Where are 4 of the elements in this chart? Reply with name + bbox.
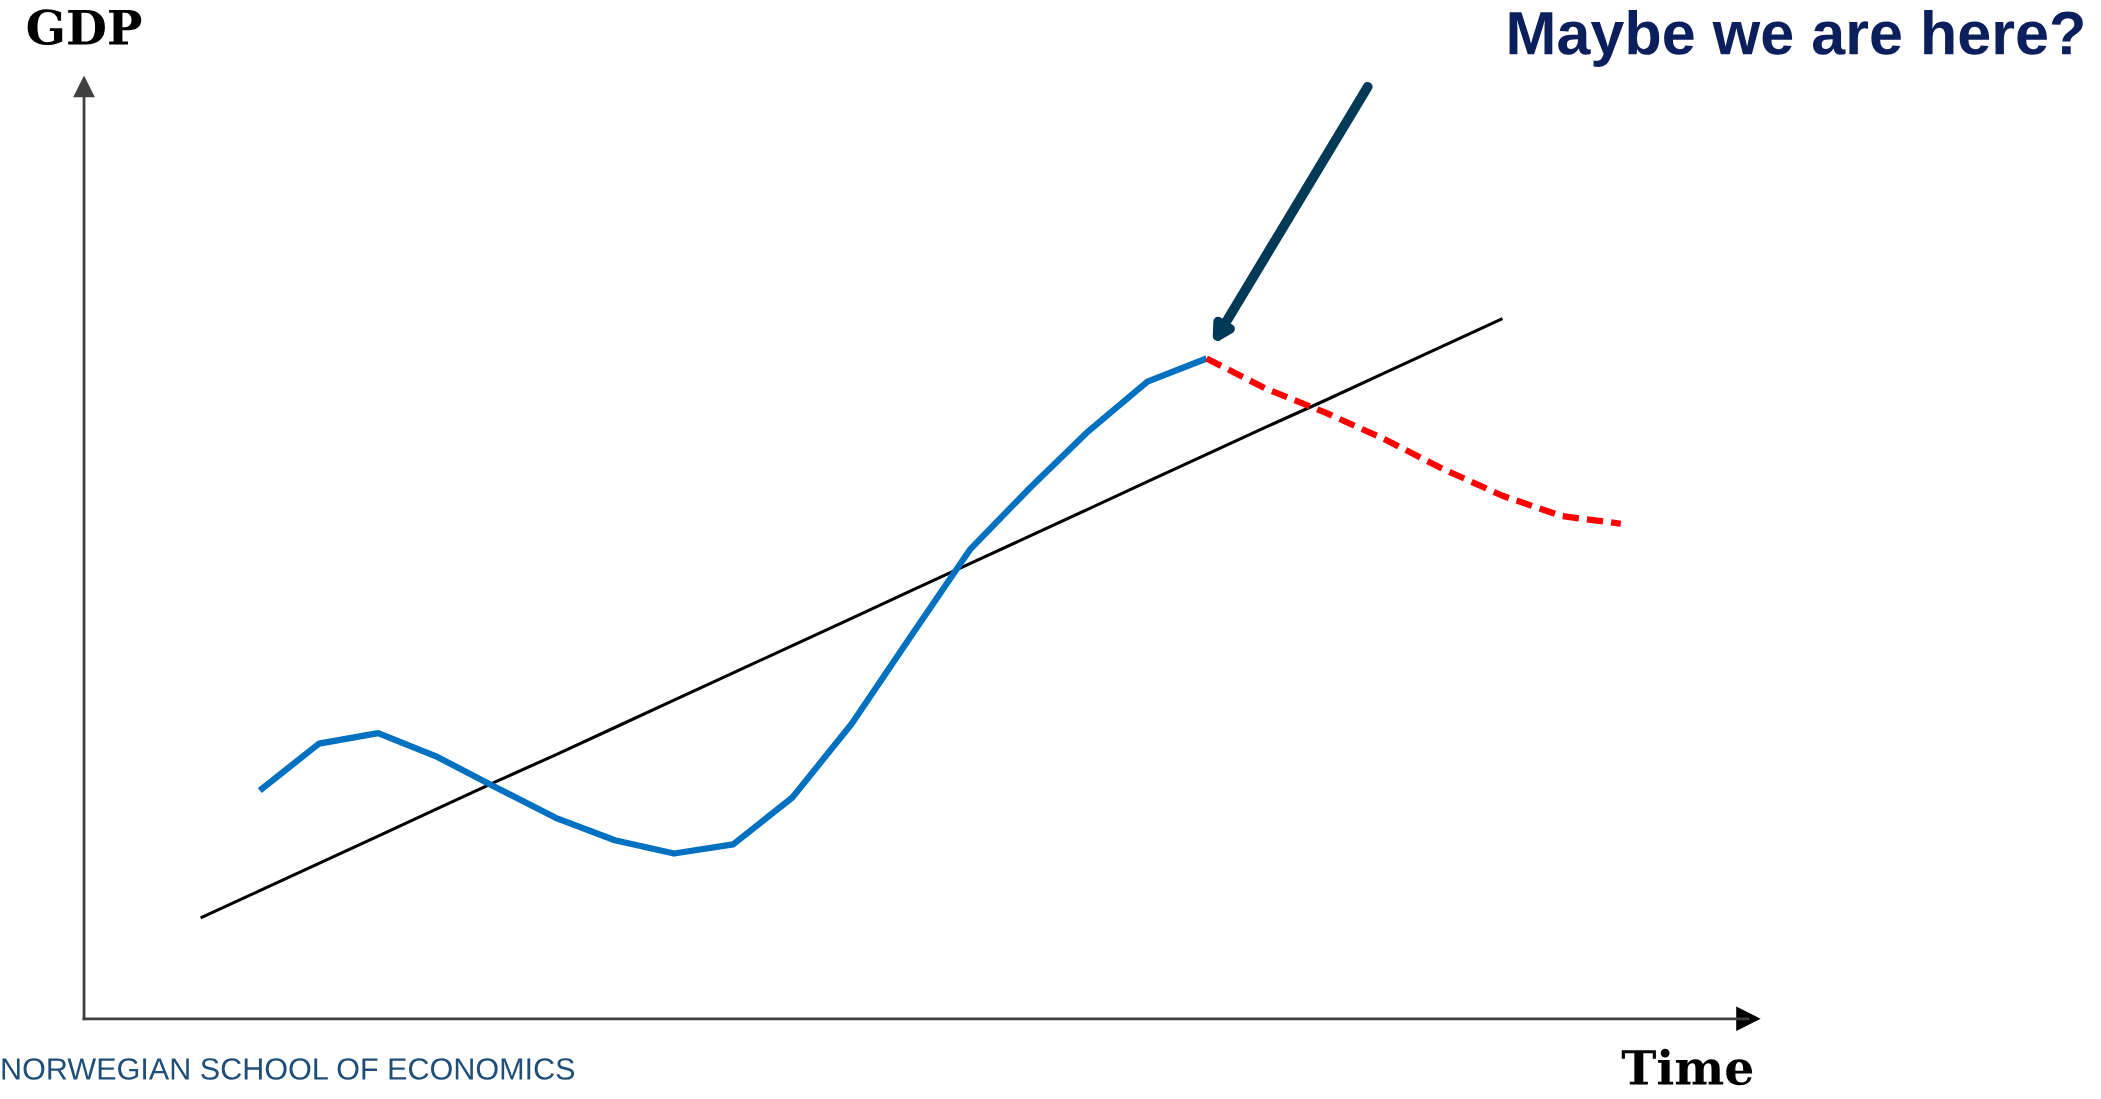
text: GDP — [27, 9, 142, 46]
text: Maybe we are here? — [1509, 9, 2083, 67]
x-axis-title: Time — [1621, 1048, 1753, 1086]
text: NORWEGIAN SCHOOL OF ECONOMICS — [2, 1058, 575, 1080]
